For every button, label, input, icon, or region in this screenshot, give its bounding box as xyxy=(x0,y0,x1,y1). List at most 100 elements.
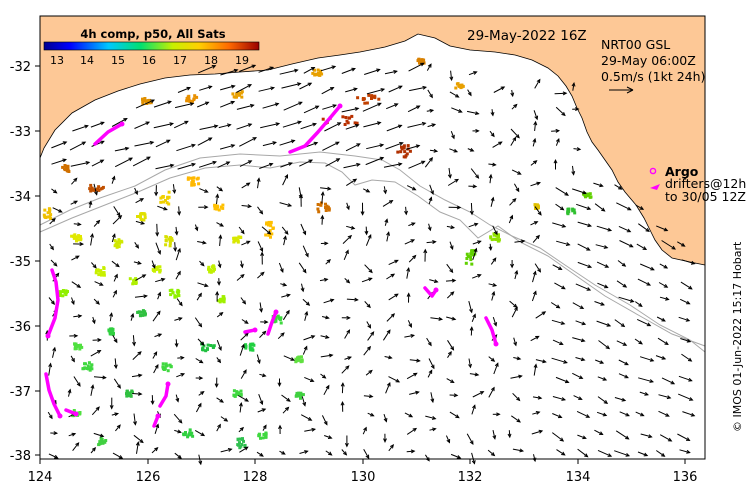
current-vector xyxy=(635,411,644,417)
sst-pixel xyxy=(100,437,104,441)
colorbar-tick: 16 xyxy=(142,54,156,67)
current-vector xyxy=(220,416,228,422)
current-vector xyxy=(616,202,631,211)
current-vector-head xyxy=(379,143,385,148)
current-vector-head xyxy=(579,305,585,310)
sst-pixel xyxy=(536,206,540,209)
sst-pixel xyxy=(355,121,359,125)
sst-pixel xyxy=(347,116,351,120)
current-vector-head xyxy=(270,86,276,91)
sst-pixel xyxy=(497,235,500,239)
current-vector-head xyxy=(217,358,222,364)
current-vector xyxy=(425,415,436,420)
current-vectors xyxy=(45,62,696,466)
current-vector-head xyxy=(260,271,265,276)
sst-pixel xyxy=(141,100,145,104)
current-vector-head xyxy=(535,335,540,340)
current-vector-head xyxy=(218,346,222,351)
sst-pixel xyxy=(587,192,590,196)
current-vector xyxy=(429,279,438,283)
bathymetry-contours xyxy=(39,151,706,353)
sst-pixel xyxy=(70,234,74,238)
current-vector-head xyxy=(313,141,319,146)
current-vector-head xyxy=(533,160,538,165)
current-vector xyxy=(511,169,521,175)
current-vector xyxy=(341,68,356,74)
sst-pixel xyxy=(64,293,68,297)
current-vector xyxy=(240,369,247,379)
current-vector xyxy=(299,159,313,167)
current-vector-head xyxy=(111,233,116,238)
sst-pixel xyxy=(400,147,404,151)
current-vector-head xyxy=(446,438,451,444)
current-vector xyxy=(427,370,433,378)
current-vector xyxy=(446,316,456,320)
current-vector xyxy=(531,430,543,435)
current-vector xyxy=(386,273,395,280)
current-vector-head xyxy=(204,189,209,193)
current-vector xyxy=(324,122,341,132)
current-vector-head xyxy=(475,174,480,179)
sst-pixel xyxy=(167,237,171,241)
current-vector xyxy=(512,392,520,401)
current-vector-head xyxy=(157,333,163,338)
current-vector xyxy=(555,187,569,196)
current-vector xyxy=(535,359,546,363)
current-vector-head xyxy=(475,128,480,133)
sst-pixel xyxy=(490,238,494,242)
current-vector-head xyxy=(259,210,264,215)
sst-pixel xyxy=(279,321,283,325)
current-vector-head xyxy=(166,139,171,144)
current-vector-head xyxy=(532,290,537,295)
current-vector xyxy=(362,427,367,435)
current-vector xyxy=(130,313,134,321)
current-vector xyxy=(345,143,361,152)
current-vector xyxy=(197,282,208,287)
current-vector xyxy=(404,412,413,418)
current-vector-head xyxy=(311,427,317,432)
sst-pixel xyxy=(75,345,79,349)
current-vector xyxy=(488,356,495,362)
sst-pixel xyxy=(98,442,102,445)
current-vector xyxy=(366,144,384,150)
current-vector-head xyxy=(559,437,565,442)
current-vector-head xyxy=(629,243,634,248)
current-vector-head xyxy=(537,395,543,400)
sst-pixel xyxy=(206,343,210,347)
sst-pixel xyxy=(222,299,226,303)
current-vector xyxy=(386,232,390,242)
current-vector-head xyxy=(507,433,512,439)
current-vector xyxy=(321,215,323,225)
current-vector xyxy=(472,391,484,398)
sst-pixel xyxy=(192,176,196,180)
current-vector xyxy=(93,376,106,379)
current-vector-head xyxy=(114,412,120,417)
sst-pixel xyxy=(61,289,65,292)
current-vector-head xyxy=(430,190,434,195)
current-vector xyxy=(197,101,209,108)
current-vector-head xyxy=(153,351,158,356)
x-tick-label: 130 xyxy=(351,470,376,485)
current-vector-head xyxy=(259,452,264,457)
current-vector xyxy=(364,301,371,308)
current-vector-head xyxy=(451,316,457,321)
sst-pixel xyxy=(136,310,140,314)
current-vector-head xyxy=(663,284,669,288)
current-vector xyxy=(408,160,425,169)
current-vector xyxy=(614,397,626,401)
current-vector-head xyxy=(473,71,478,75)
sst-pixel xyxy=(161,362,165,366)
current-vector xyxy=(595,244,608,249)
current-vector-head xyxy=(431,416,437,420)
current-vector-head xyxy=(491,386,495,392)
sst-pixel xyxy=(211,345,215,349)
current-vector-head xyxy=(139,439,144,444)
sst-pixel xyxy=(231,92,235,96)
current-vector xyxy=(677,241,685,247)
sst-pixel xyxy=(313,68,316,72)
drifter-track xyxy=(266,310,278,336)
current-vector xyxy=(409,391,419,395)
current-vector-head xyxy=(412,427,418,432)
current-vector-head xyxy=(532,137,537,143)
sst-pixel xyxy=(187,98,191,102)
